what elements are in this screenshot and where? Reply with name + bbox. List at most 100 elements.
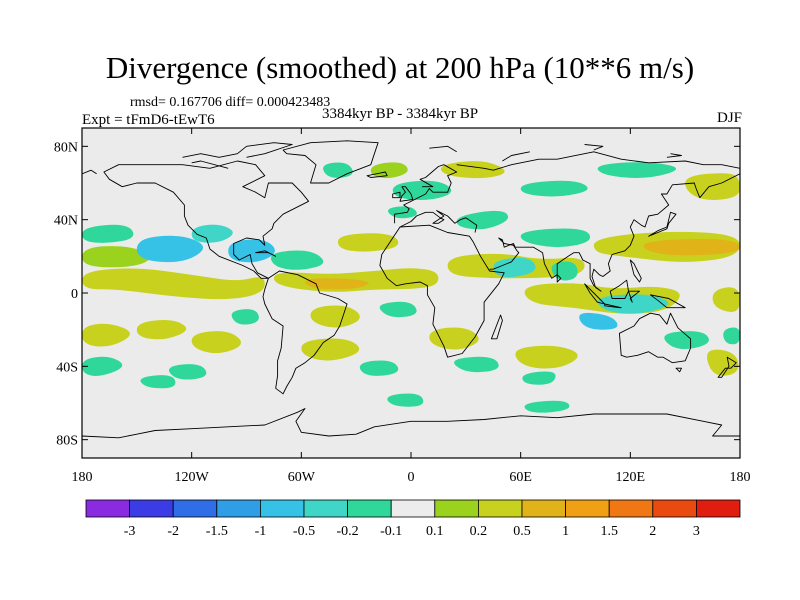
coastline <box>262 270 348 395</box>
divergence-region <box>664 331 709 350</box>
divergence-region <box>387 393 424 407</box>
divergence-region <box>82 356 123 376</box>
divergence-field <box>82 161 740 413</box>
lat-tick-label: 40S <box>56 360 78 375</box>
lon-tick-label: 180 <box>72 470 93 485</box>
statistics-label: rmsd= 0.167706 diff= 0.000423483 <box>130 95 331 110</box>
colorbar: -3 -2 -1.5 -1 -0.5 -0.2 -0.1 0.1 0.2 0.5 1 1.5 2 3 <box>85 499 741 539</box>
colorbar-label: 0.5 <box>513 524 531 539</box>
divergence-region <box>82 323 130 347</box>
divergence-region <box>440 161 505 179</box>
lat-tick-label: 80N <box>54 140 78 155</box>
divergence-region <box>228 239 275 263</box>
divergence-region <box>82 246 150 268</box>
coastline <box>717 356 737 378</box>
colorbar-label: -1 <box>255 524 267 539</box>
divergence-region <box>520 180 588 197</box>
colorbar-swatch <box>85 499 130 518</box>
colorbar-swatch <box>696 499 741 518</box>
divergence-region <box>310 305 360 328</box>
divergence-region <box>597 162 677 178</box>
divergence-region <box>305 278 369 290</box>
divergence-region <box>579 312 618 330</box>
divergence-region <box>301 338 360 361</box>
divergence-region <box>522 371 556 385</box>
colorbar-swatch <box>521 499 566 518</box>
coastlines <box>82 140 740 458</box>
lon-tick-label: 60E <box>509 470 532 485</box>
coastline <box>629 259 642 283</box>
divergence-region <box>136 235 204 263</box>
colorbar-label: -2 <box>167 524 179 539</box>
divergence-region <box>82 224 134 243</box>
colorbar-swatch <box>172 499 218 518</box>
colorbar-swatch <box>129 499 174 518</box>
colorbar-label: -0.1 <box>380 524 402 539</box>
lon-tick-label: 0 <box>408 470 415 485</box>
divergence-region <box>493 257 536 278</box>
divergence-region <box>136 320 187 340</box>
divergence-region <box>191 331 242 354</box>
coastline <box>366 171 388 178</box>
coastline <box>255 250 277 257</box>
colorbar-label: 1 <box>562 524 569 539</box>
colorbar-label: -0.2 <box>337 524 359 539</box>
lon-tick-label: 60W <box>288 470 316 485</box>
coastline <box>182 142 293 158</box>
colorbar-swatch <box>216 499 261 518</box>
lon-tick-label: 180 <box>730 470 751 485</box>
coastline <box>666 153 682 158</box>
divergence-region <box>429 327 479 350</box>
lat-tick-label: 0 <box>71 287 78 302</box>
divergence-region <box>231 309 259 325</box>
colorbar-swatch <box>390 499 436 518</box>
lat-tick-label: 80S <box>56 434 78 449</box>
colorbar-label: 0.2 <box>470 524 488 539</box>
divergence-region <box>387 206 417 219</box>
coastline <box>82 169 97 175</box>
coastline <box>584 144 604 151</box>
divergence-region <box>337 233 399 252</box>
coastline <box>556 274 562 283</box>
colorbar-swatch <box>303 499 348 518</box>
coastline <box>584 283 606 305</box>
divergence-region <box>643 238 740 256</box>
colorbar-label: 0.1 <box>426 524 444 539</box>
coastline <box>648 211 677 237</box>
divergence-region <box>706 349 739 376</box>
coastline <box>604 303 622 309</box>
coastline <box>429 145 457 153</box>
season-label: DJF <box>716 110 742 126</box>
coastline <box>379 224 505 358</box>
lon-tick-label: 120E <box>616 470 646 485</box>
divergence-region <box>140 375 176 389</box>
colorbar-swatch <box>259 499 305 518</box>
map-title: Divergence (smoothed) at 200 hPa (10**6 … <box>105 50 695 85</box>
divergence-region <box>168 364 207 380</box>
colorbar-swatch <box>565 499 610 518</box>
colorbar-label: -0.5 <box>293 524 315 539</box>
divergence-region <box>685 173 740 200</box>
divergence-region <box>723 327 740 345</box>
lon-tick-label: 120W <box>175 470 210 485</box>
colorbar-label: -3 <box>124 524 136 539</box>
divergence-region <box>524 400 570 413</box>
coastline <box>191 160 229 169</box>
coastline <box>502 151 530 162</box>
coastline <box>392 191 401 199</box>
colorbar-label: -1.5 <box>206 524 228 539</box>
divergence-region <box>359 360 399 376</box>
divergence-region <box>515 345 578 369</box>
longitude-axis: 180 120W 60W 0 60E 120E 180 <box>72 128 751 485</box>
divergence-region <box>82 268 265 300</box>
divergence-region <box>379 301 417 318</box>
divergence-region <box>191 224 233 243</box>
colorbar-label: 2 <box>649 524 656 539</box>
coastline <box>399 186 414 202</box>
colorbar-swatch <box>477 499 523 518</box>
divergence-region <box>712 287 740 313</box>
divergence-region <box>370 162 408 179</box>
divergence-region <box>392 180 452 201</box>
period-label: 3384kyr BP - 3384kyr BP <box>321 106 479 122</box>
